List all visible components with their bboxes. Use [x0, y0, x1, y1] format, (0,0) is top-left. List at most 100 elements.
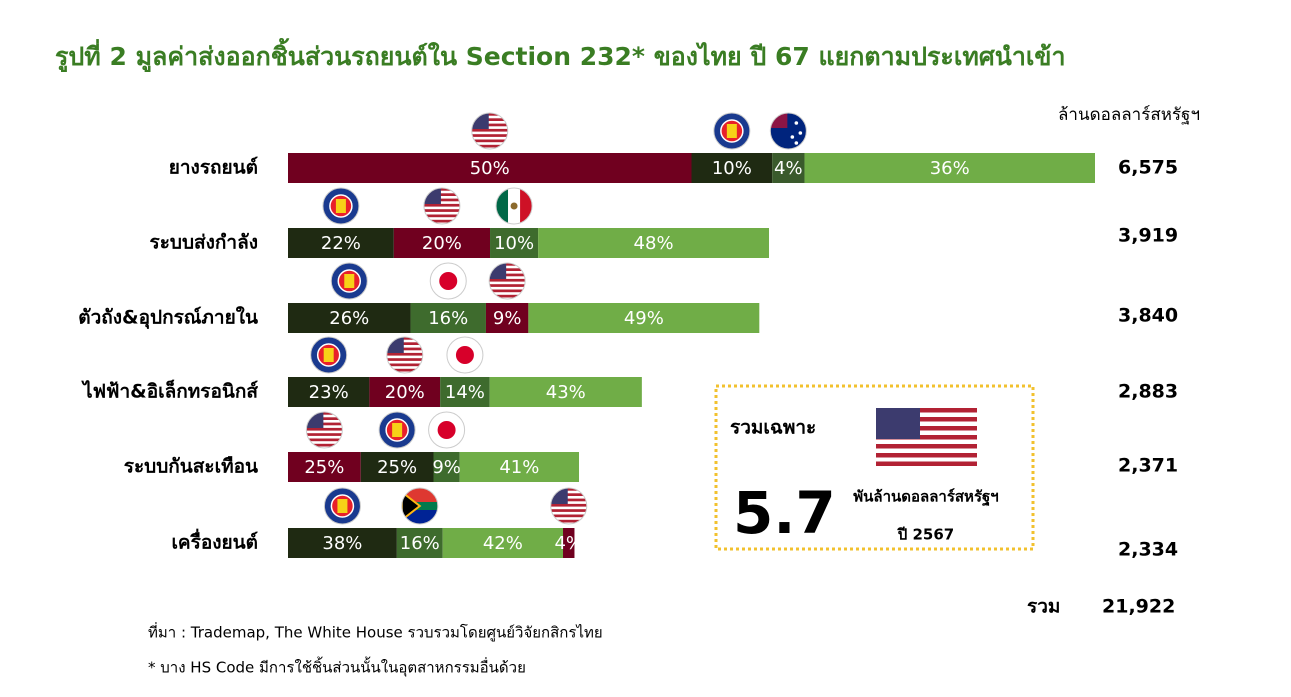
- flag-sheaf: [344, 274, 355, 288]
- bar-segment: [772, 153, 805, 183]
- category-label: เครื่องยนต์: [171, 529, 258, 554]
- segment-label: 38%: [322, 533, 362, 554]
- bar-segment: [804, 153, 1095, 183]
- category-label: ระบบส่งกำลัง: [150, 232, 259, 254]
- segment-label: 43%: [546, 382, 586, 403]
- flag-stripe: [489, 289, 526, 293]
- flag-body: [324, 488, 361, 524]
- segment-label: 25%: [304, 457, 344, 478]
- bar-segment: [538, 228, 770, 258]
- flag-stripe: [423, 214, 460, 218]
- bar-segment: [410, 303, 486, 333]
- flag-body: [446, 337, 483, 373]
- flag-g: [496, 188, 509, 224]
- segment-label: 36%: [930, 158, 970, 179]
- bar-segment: [393, 228, 491, 258]
- flag-stripe: [550, 509, 587, 512]
- flag-icon: [429, 262, 467, 300]
- flag-sheaf: [323, 348, 334, 362]
- unit-label: ล้านดอลลาร์สหรัฐฯ: [1058, 105, 1200, 125]
- bar-segment: [288, 153, 692, 183]
- category-label: ยางรถยนต์: [169, 157, 258, 179]
- bar-segment: [396, 528, 443, 558]
- segment-label: 41%: [499, 457, 539, 478]
- flag-stripe: [489, 294, 526, 298]
- flag-stripe: [386, 368, 423, 372]
- bar-segment: [563, 528, 575, 558]
- total-label: 2,334: [1118, 539, 1178, 561]
- flag-stripe: [306, 427, 343, 431]
- flag-stripe: [386, 347, 423, 351]
- plot: ยางรถยนต์ 6,575 50% 10% 4% 36% ระบบส่งกำลัง 3,9…: [78, 112, 1178, 561]
- bar-segment: [691, 153, 773, 183]
- flag-body: [550, 488, 587, 524]
- flag-rim: [429, 262, 467, 300]
- flag-rim: [488, 262, 526, 300]
- flag-icon: [386, 336, 424, 374]
- flag-stripe: [471, 134, 508, 137]
- note: * บาง HS Code มีการใช้ชิ้นส่วนนั้นในอุตส…: [148, 657, 526, 678]
- flag-stripe: [423, 188, 460, 191]
- bar-segment: [360, 452, 434, 482]
- flag-stripe: [471, 113, 508, 116]
- flag-rim: [378, 411, 416, 449]
- source: ที่มา : Trademap, The White House รวบรวม…: [148, 622, 603, 642]
- flag-rim: [423, 187, 461, 225]
- flag-rim: [713, 112, 751, 150]
- chart-title: รูปที่ 2 มูลค่าส่งออกชิ้นส่วนรถยนต์ใน Se…: [55, 37, 1066, 73]
- bar-segment: [485, 303, 529, 333]
- flag-icon: [428, 411, 466, 449]
- flag-body: [430, 263, 467, 299]
- flag-stripe: [471, 139, 508, 143]
- bar-segment: [369, 377, 441, 407]
- flag-sheaf: [726, 124, 737, 138]
- flag-rim: [323, 487, 361, 525]
- segment-label: 4%: [554, 533, 583, 554]
- segment-label: 20%: [422, 233, 462, 254]
- flag-stripe: [550, 514, 587, 518]
- flag-stripe: [550, 493, 587, 496]
- sum-value: 21,922: [1102, 596, 1175, 618]
- flag-stripe: [386, 352, 423, 356]
- flag-body: [386, 337, 423, 373]
- flag-body: [770, 113, 807, 149]
- flag-body: [379, 412, 416, 448]
- callout-title: รวมเฉพาะ: [730, 417, 816, 439]
- flag-stripe: [306, 422, 343, 426]
- bar-segment: [288, 377, 370, 407]
- flag-star: [794, 121, 799, 125]
- segment-label: 14%: [445, 382, 485, 403]
- flag-stripe: [306, 443, 343, 447]
- flag-body: [306, 412, 343, 448]
- flag-stripe: [423, 203, 460, 207]
- flag-icon: [323, 487, 361, 525]
- flag-rim: [386, 336, 424, 374]
- flag-icon: [305, 411, 343, 449]
- flag-stripe: [423, 219, 460, 223]
- bar-segment: [442, 528, 564, 558]
- flag-stripe: [306, 438, 343, 442]
- flag-stripe: [489, 278, 526, 282]
- flag-stripe: [489, 263, 526, 266]
- flag-star: [790, 135, 795, 139]
- flag-rim: [305, 411, 343, 449]
- flag-rim: [310, 336, 348, 374]
- flag-stripe: [386, 342, 423, 345]
- flag-stripe: [306, 412, 343, 415]
- category-label: ระบบกันสะเทือน: [124, 456, 258, 478]
- flag-stripe: [306, 433, 343, 436]
- flag-rim: [330, 262, 368, 300]
- segment-label: 26%: [329, 308, 369, 329]
- flag-body: [713, 113, 750, 149]
- bar-segment: [288, 452, 361, 482]
- flag-stripe: [471, 144, 508, 148]
- total-label: 6,575: [1118, 157, 1178, 179]
- flag-stripe: [550, 503, 587, 507]
- flag-body: [428, 412, 465, 448]
- flag-stripe: [489, 273, 526, 277]
- sum-label: รวม: [1027, 596, 1060, 618]
- flag-icon: [495, 187, 533, 225]
- segment-label: 20%: [385, 382, 425, 403]
- segment-label: 25%: [377, 457, 417, 478]
- total-label: 3,919: [1118, 225, 1178, 247]
